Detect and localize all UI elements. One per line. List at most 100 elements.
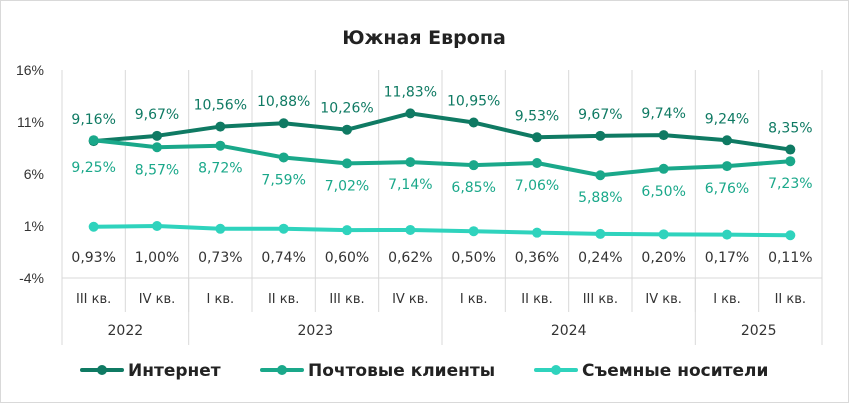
data-point [785, 156, 796, 167]
x-tick-label: III кв. [76, 292, 111, 307]
data-point [532, 227, 542, 238]
data-label: 0,17% [705, 250, 749, 266]
legend-marker [277, 365, 287, 375]
data-label: 9,74% [641, 106, 685, 122]
data-point [342, 225, 352, 236]
x-tick-label: III кв. [329, 292, 364, 307]
data-label: 9,24% [705, 111, 749, 127]
y-axis: 16% 11% 6% 1% -4% [16, 62, 44, 286]
data-label: 0,73% [198, 250, 242, 266]
year-label: 2022 [108, 323, 144, 339]
data-point [532, 132, 542, 143]
x-tick-label: IV кв. [645, 292, 682, 307]
data-point [342, 158, 352, 169]
y-tick-label: 6% [24, 166, 44, 182]
data-label: 9,67% [135, 107, 179, 123]
legend-marker [97, 365, 107, 375]
data-point [785, 144, 796, 155]
data-label: 7,59% [261, 172, 305, 188]
data-point [658, 163, 669, 174]
data-label: 8,35% [768, 121, 812, 137]
x-tick-label: III кв. [583, 292, 618, 307]
data-label: 7,02% [325, 178, 369, 194]
data-point [722, 161, 732, 172]
data-label: 7,23% [768, 176, 812, 192]
data-label: 8,57% [135, 162, 179, 178]
data-label: 10,56% [194, 98, 247, 114]
data-label: 11,83% [384, 84, 437, 100]
data-point [722, 229, 732, 240]
data-point [658, 229, 669, 240]
data-label: 0,24% [578, 250, 622, 266]
chart-title: Южная Европа [342, 27, 506, 49]
data-point [215, 121, 226, 132]
data-label: 0,62% [388, 250, 432, 266]
data-label: 0,36% [515, 250, 559, 266]
series-line [91, 138, 793, 178]
legend-marker [551, 365, 561, 375]
x-tick-label: I кв. [713, 292, 741, 307]
data-label: 0,11% [768, 250, 812, 266]
data-label: 9,53% [515, 108, 559, 124]
data-label: 6,76% [705, 181, 749, 197]
data-point [88, 135, 99, 146]
data-point [278, 118, 289, 129]
data-label: 5,88% [578, 190, 622, 206]
data-point [152, 142, 162, 153]
data-point [722, 135, 732, 146]
x-tick-label: II кв. [521, 292, 552, 307]
data-label: 8,72% [198, 161, 242, 177]
data-label: 10,88% [257, 94, 310, 110]
year-label: 2023 [298, 323, 334, 339]
x-tick-label: I кв. [460, 292, 488, 307]
data-point [342, 124, 352, 135]
data-point [405, 157, 416, 168]
data-point [595, 228, 606, 239]
x-axis: III кв. IV кв. I кв. II кв. III кв. IV кв. I к… [76, 292, 806, 339]
data-label: 0,20% [641, 250, 685, 266]
data-label: 7,14% [388, 177, 432, 193]
data-point [532, 157, 542, 168]
data-point [595, 130, 606, 141]
legend-label: Интернет [128, 361, 221, 381]
data-point [152, 130, 162, 141]
data-label: 0,60% [325, 250, 369, 266]
series-line [91, 111, 793, 152]
y-tick-label: 1% [24, 218, 44, 234]
data-labels-layer: 9,16% 9,67% 10,56% 10,88% 10,26% 11,83% 10,95%… [71, 84, 812, 266]
legend: Интернет Почтовые клиенты Съемные носители [80, 361, 768, 381]
data-point [595, 170, 606, 181]
data-label: 0,93% [71, 250, 115, 266]
x-tick-label: I кв. [207, 292, 235, 307]
data-label: 6,50% [641, 184, 685, 200]
data-label: 9,67% [578, 107, 622, 123]
y-tick-label: 11% [17, 114, 44, 130]
year-label: 2025 [741, 323, 777, 339]
legend-label: Съемные носители [582, 361, 768, 381]
y-tick-label: 16% [16, 62, 44, 78]
data-point [88, 221, 99, 232]
data-point [468, 117, 479, 128]
data-point [278, 152, 289, 163]
year-label: 2024 [551, 323, 587, 339]
data-label: 7,06% [515, 178, 559, 194]
x-tick-label: II кв. [268, 292, 299, 307]
data-label: 1,00% [135, 250, 179, 266]
grid-layer [61, 70, 823, 345]
data-label: 10,26% [320, 101, 373, 117]
data-label: 10,95% [447, 94, 500, 110]
series-layer [88, 108, 796, 241]
data-point [658, 130, 669, 141]
data-point [215, 140, 226, 151]
data-label: 0,74% [261, 250, 305, 266]
data-label: 9,16% [71, 112, 115, 128]
y-tick-label: -4% [19, 270, 44, 286]
x-tick-label: IV кв. [392, 292, 429, 307]
legend-label: Почтовые клиенты [308, 361, 495, 381]
x-tick-label: IV кв. [139, 292, 176, 307]
data-point [405, 224, 416, 235]
data-point [468, 226, 479, 237]
data-point [152, 221, 162, 231]
